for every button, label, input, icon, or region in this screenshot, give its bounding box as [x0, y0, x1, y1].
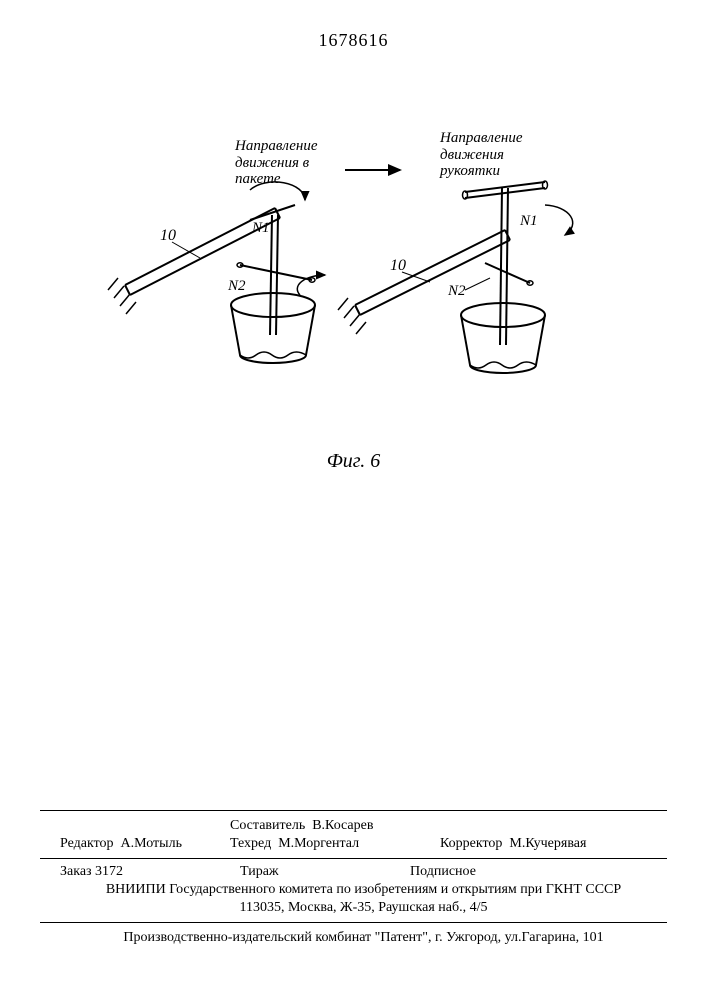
- label-10-right: 10: [390, 257, 406, 274]
- rule-1: [40, 810, 667, 811]
- compiler-label: Составитель: [230, 818, 305, 833]
- patent-number: 1678616: [0, 30, 707, 51]
- order-number: Заказ 3172: [60, 864, 240, 880]
- page: 1678616 Направление движения в пакете На…: [0, 0, 707, 1000]
- tech-label: Техред: [230, 836, 271, 851]
- label-n2-left: N2: [227, 278, 246, 294]
- footer-order-row: Заказ 3172 Тираж Подписное: [60, 864, 667, 880]
- footer-address: 113035, Москва, Ж-35, Раушская наб., 4/5: [60, 900, 667, 916]
- editor-name: А.Мотыль: [121, 836, 182, 851]
- corrector-label: Корректор: [440, 836, 502, 851]
- label-10-left: 10: [160, 227, 176, 244]
- tirazh: Тираж: [240, 864, 410, 880]
- label-n1-right: N1: [519, 213, 538, 229]
- figure-svg: 10 N1 N2: [100, 130, 620, 450]
- editor-label: Редактор: [60, 836, 114, 851]
- corrector-name: М.Кучерявая: [509, 836, 586, 851]
- figure-label: Фиг. 6: [0, 450, 707, 473]
- left-assembly: 10 N1 N2: [108, 182, 325, 363]
- figure-area: 10 N1 N2: [100, 130, 620, 450]
- podpisnoe: Подписное: [410, 864, 476, 880]
- credits: Составитель В.Косарев Редактор А.Мотыль …: [60, 818, 667, 852]
- label-n1-left: N1: [251, 220, 270, 236]
- right-assembly: 10 N1 N2: [338, 181, 573, 373]
- label-n2-right: N2: [447, 283, 466, 299]
- footer-vniipi: ВНИИПИ Государственного комитета по изоб…: [60, 882, 667, 898]
- rule-2: [40, 858, 667, 859]
- compiler-name: В.Косарев: [312, 818, 373, 833]
- rule-3: [40, 922, 667, 923]
- tech-name: М.Моргентал: [278, 836, 359, 851]
- footer-printer: Производственно-издательский комбинат "П…: [60, 930, 667, 946]
